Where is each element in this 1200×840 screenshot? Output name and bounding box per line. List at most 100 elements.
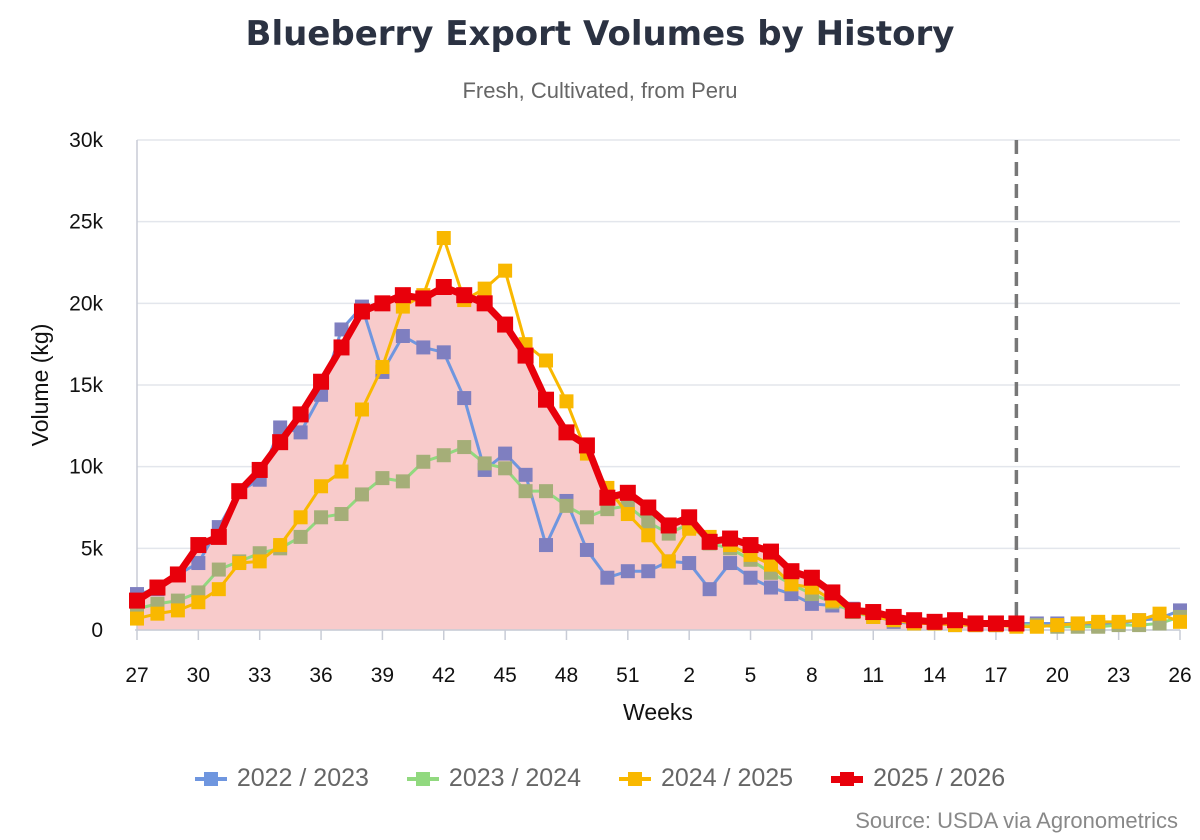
x-axis-title: Weeks [623,699,693,725]
data-point [273,420,288,435]
x-tick-label: 11 [862,664,884,687]
data-point [1050,618,1065,633]
data-point [374,295,391,312]
data-point [497,316,514,333]
data-point [191,556,206,571]
data-point [354,487,369,502]
y-tick-label: 5k [81,537,104,560]
data-point [231,483,248,500]
data-point [251,461,268,478]
data-point [743,570,758,585]
data-point [272,434,289,451]
data-point [293,529,308,544]
data-point [539,484,554,499]
legend-item-2024-2025[interactable]: 2024 / 2025 [619,764,793,793]
data-point [211,582,226,597]
x-tick-label: 45 [493,664,516,687]
data-point [210,528,227,545]
x-tick-label: 48 [555,664,578,687]
data-point [987,615,1004,632]
data-point [1091,614,1106,629]
data-point [742,537,759,554]
x-tick-label: 2 [683,664,695,687]
x-tick-label: 51 [616,664,639,687]
data-point [476,295,493,312]
data-point [600,570,615,585]
data-point [682,556,697,571]
data-point [1132,613,1147,628]
x-tick-label: 17 [984,664,1007,687]
data-point [559,394,574,409]
data-point [641,564,656,579]
data-point [723,556,738,571]
legend-label: 2022 / 2023 [236,764,369,792]
source-credit: Source: USDA via Agronometrics [855,808,1178,833]
data-point [334,322,349,337]
data-point [783,563,800,580]
x-tick-label: 33 [248,664,271,687]
data-point [763,580,778,595]
data-point [538,391,555,408]
data-point [1070,616,1085,631]
y-tick-label: 30k [69,129,103,152]
data-point [456,287,473,304]
data-point [416,340,431,355]
data-point [415,290,432,307]
legend-swatch-icon [619,769,651,789]
data-point [885,608,902,625]
data-point [559,498,574,513]
data-point [762,543,779,560]
data-point [130,611,144,626]
data-point [477,281,492,296]
data-point [457,440,472,455]
data-point [149,579,166,596]
chart-subtitle: Fresh, Cultivated, from Peru [462,78,738,103]
data-point [539,353,554,368]
x-tick-label: 20 [1046,664,1069,687]
data-point [681,509,698,526]
data-point [375,471,390,486]
data-point [314,510,329,525]
data-point [334,464,349,479]
data-point [620,507,635,522]
legend-item-2022-2023[interactable]: 2022 / 2023 [194,764,369,793]
data-point [1111,614,1126,629]
y-tick-label: 25k [69,211,103,234]
legend-item-2025-2026[interactable]: 2025 / 2026 [831,764,1005,793]
data-point [865,604,882,621]
data-point [498,263,513,278]
y-tick-label: 0 [91,619,103,642]
data-point [394,287,411,304]
data-point [661,554,676,569]
legend-swatch-icon [406,769,439,789]
data-point [1008,615,1025,632]
data-point [539,538,554,553]
data-point [273,538,288,553]
data-point [477,456,492,471]
data-point [517,347,534,364]
data-point [232,556,247,571]
area-fill [137,287,1017,630]
data-point [313,373,330,390]
legend-swatch-icon [194,769,227,789]
data-point [170,603,185,618]
data-point [211,562,226,577]
legend-item-2023-2024[interactable]: 2023 / 2024 [406,764,581,793]
series-2025-2026 [129,279,1025,632]
x-tick-label: 8 [806,664,818,687]
data-point [395,474,410,489]
axes: 0 5k 10k 15k 20k 25k 30k 27 30 33 36 39 42 45 48 51 2 5 8 1… [69,129,1192,687]
x-tick-label: 14 [923,664,947,687]
x-tick-label: 30 [187,664,210,687]
data-point [619,484,636,501]
data-point [457,391,472,406]
data-point [129,592,145,609]
x-tick-label: 36 [309,664,332,687]
data-point [395,329,410,343]
data-point [498,446,513,461]
data-point [1029,619,1044,634]
current-season-area [137,287,1017,630]
legend-label: 2025 / 2026 [873,764,1006,792]
data-point [641,515,656,530]
data-point [641,528,656,543]
